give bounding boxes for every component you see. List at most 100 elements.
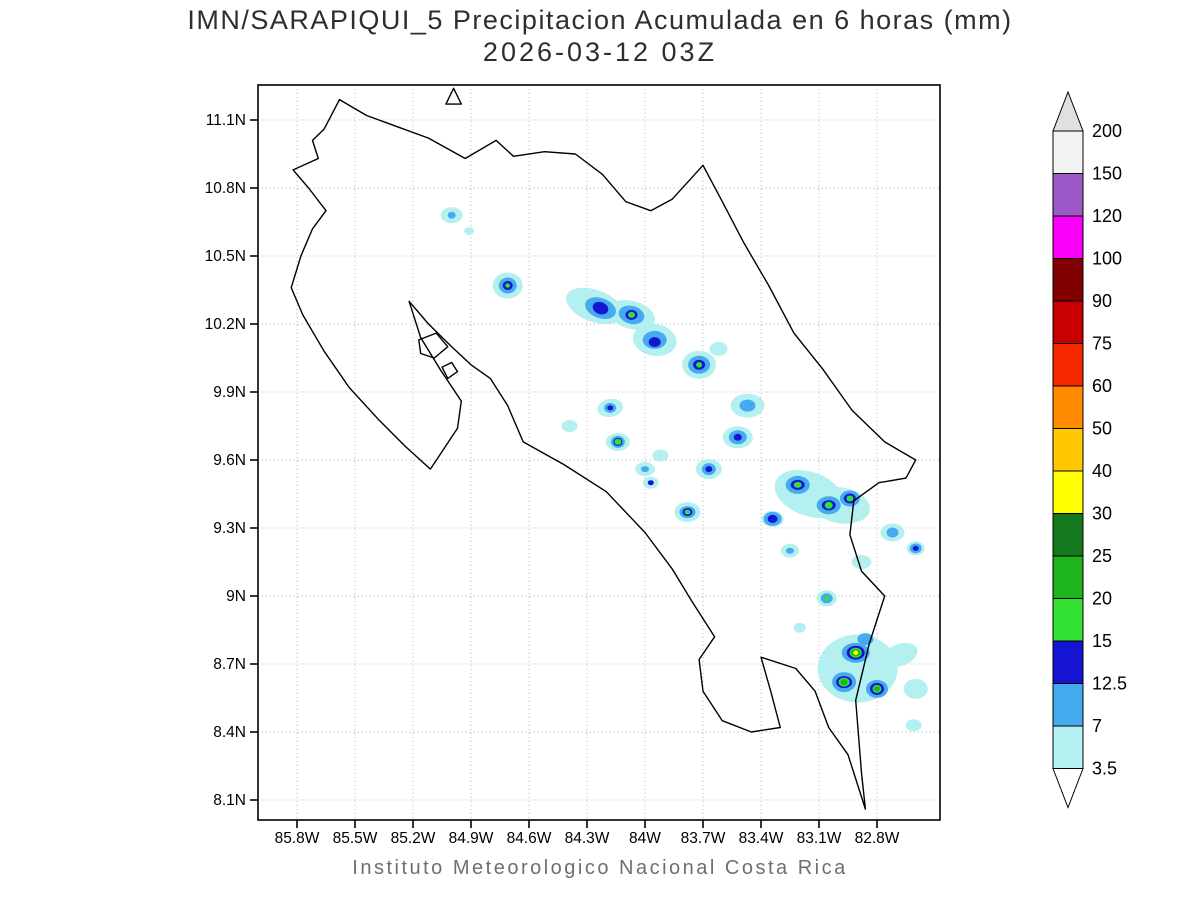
- precip-contour-cell: [824, 596, 830, 601]
- colorbar-label: 90: [1092, 291, 1112, 311]
- colorbar-label: 50: [1092, 419, 1112, 439]
- x-axis-label: 83.4W: [739, 830, 784, 847]
- colorbar-cell: [1052, 683, 1084, 727]
- colorbar-cell: [1052, 300, 1084, 344]
- colorbar-cell: [1052, 343, 1084, 387]
- precip-contour-cell: [912, 545, 919, 551]
- colorbar-label: 75: [1092, 334, 1112, 354]
- precip-contour-cell: [652, 449, 669, 462]
- y-axis-label: 9.9N: [213, 384, 246, 401]
- precip-contour-cell: [684, 509, 691, 515]
- precip-contour-cell: [853, 650, 859, 655]
- colorbar-label: 40: [1092, 461, 1112, 481]
- precip-contour-cell: [705, 466, 713, 473]
- precip-contour-cell: [882, 642, 918, 667]
- colorbar-cell: [1052, 258, 1084, 302]
- x-axis-label: 85.5W: [333, 830, 378, 847]
- precip-contour-cell: [903, 678, 928, 699]
- y-axis-label: 8.1N: [213, 792, 246, 809]
- precip-contour-cell: [561, 420, 578, 432]
- precip-contour-cell: [874, 686, 880, 692]
- colorbar-label: 25: [1092, 546, 1112, 566]
- precip-contour-cell: [886, 527, 899, 538]
- y-axis-label: 8.4N: [213, 724, 246, 741]
- x-axis-label: 84.6W: [507, 830, 552, 847]
- footer-attribution: Instituto Meteorologico Nacional Costa R…: [352, 857, 848, 879]
- x-axis-label: 82.8W: [855, 830, 900, 847]
- precip-contour-cell: [840, 679, 848, 686]
- colorbar-label: 30: [1092, 504, 1112, 524]
- colorbar-cell: [1052, 215, 1084, 259]
- precip-contour-cell: [505, 283, 511, 288]
- precip-contour-cell: [739, 399, 756, 412]
- colorbar-label: 3.5: [1092, 759, 1117, 779]
- precip-contour-cell: [607, 405, 614, 411]
- precip-contour-cell: [824, 501, 833, 509]
- colorbar-cell: [1052, 555, 1084, 599]
- x-axis-label: 85.2W: [391, 830, 436, 847]
- precip-contour-cell: [793, 481, 802, 488]
- isla-chira-outline: [418, 332, 449, 359]
- precip-contour-cell: [851, 555, 872, 569]
- colorbar-cell: [1052, 173, 1084, 217]
- colorbar-cell: [1052, 470, 1084, 514]
- colorbar-label: 15: [1092, 631, 1112, 651]
- colorbar-label: 12.5: [1092, 674, 1127, 694]
- precip-contour-cell: [641, 466, 649, 473]
- small-island-outline: [441, 361, 459, 380]
- y-axis-label: 10.5N: [205, 248, 246, 265]
- precip-contour-cell: [786, 547, 794, 554]
- colorbar-cell: [1052, 130, 1084, 174]
- y-axis-label: 10.2N: [205, 316, 246, 333]
- precip-contour-cell: [592, 301, 609, 315]
- x-axis-label: 85.8W: [275, 830, 320, 847]
- precip-contour-cell: [464, 227, 475, 236]
- y-axis-label: 10.8N: [205, 180, 246, 197]
- precip-contour-cell: [628, 311, 635, 318]
- y-axis-label: 11.1N: [206, 112, 246, 129]
- precip-contour-cell: [447, 211, 456, 219]
- colorbar-arrow-bottom: [1052, 768, 1084, 809]
- colorbar-label: 100: [1092, 249, 1122, 269]
- precip-contour-cell: [647, 480, 654, 486]
- colorbar-label: 20: [1092, 589, 1112, 609]
- chart-title: IMN/SARAPIQUI_5 Precipitacion Acumulada …: [187, 5, 1013, 35]
- costa-rica-coastline: [290, 98, 917, 810]
- x-axis-label: 84.3W: [565, 830, 610, 847]
- colorbar-label: 120: [1092, 206, 1122, 226]
- y-axis-label: 9.6N: [213, 452, 246, 469]
- colorbar-arrow-top: [1052, 90, 1084, 132]
- precip-contour-cell: [696, 362, 703, 368]
- x-axis-label: 83.1W: [797, 830, 842, 847]
- y-axis-label: 9.3N: [213, 520, 246, 537]
- chart-title-block: IMN/SARAPIQUI_5 Precipitacion Acumulada …: [0, 5, 1200, 68]
- precip-contour-cell: [767, 514, 778, 523]
- colorbar-label: 200: [1092, 121, 1122, 141]
- colorbar-cell: [1052, 598, 1084, 642]
- precip-contour-cell: [793, 622, 806, 633]
- colorbar-cell: [1052, 385, 1084, 429]
- x-axis-label: 84.9W: [449, 830, 494, 847]
- y-axis-label: 8.7N: [213, 656, 246, 673]
- colorbar-cell: [1052, 725, 1084, 769]
- precip-contour-cell: [709, 341, 728, 356]
- colorbar-cell: [1052, 640, 1084, 684]
- island-triangle-marker: [445, 87, 462, 105]
- x-axis-label: 84W: [629, 830, 661, 847]
- x-axis-label: 83.7W: [681, 830, 726, 847]
- chart-subtitle-datetime: 2026-03-12 03Z: [482, 37, 718, 67]
- precip-contour-cell: [614, 438, 622, 445]
- precip-contour-cell: [846, 495, 854, 502]
- precip-contour-cell: [905, 719, 922, 732]
- colorbar-cell: [1052, 513, 1084, 557]
- y-axis-label: 9N: [226, 588, 246, 605]
- colorbar-cell: [1052, 428, 1084, 472]
- colorbar-label: 150: [1092, 164, 1122, 184]
- plot-frame: [257, 84, 941, 821]
- colorbar-label: 7: [1092, 716, 1102, 736]
- colorbar-label: 60: [1092, 376, 1112, 396]
- precip-contour-cell: [733, 433, 742, 441]
- precip-contour-cell: [648, 337, 661, 348]
